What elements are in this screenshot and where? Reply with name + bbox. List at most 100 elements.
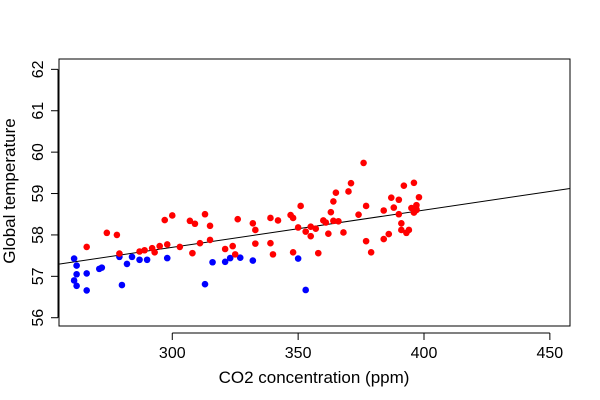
red-data-point [161,216,169,224]
red-data-point [340,229,347,236]
red-data-point [360,159,367,167]
blue-data-point [70,277,78,284]
y-tick-label: 59 [30,185,47,203]
plot-frame [58,58,571,327]
x-tick-label: 350 [285,345,312,362]
blue-data-point [236,254,244,261]
y-tick-label: 56 [30,309,47,327]
red-data-point [116,250,123,257]
red-data-point [221,245,229,253]
red-data-point [191,220,199,228]
red-data-point [267,214,274,222]
red-data-point [415,193,423,201]
blue-data-point [98,264,106,271]
blue-data-point [201,280,209,288]
red-data-point [405,226,413,234]
red-data-point [395,210,403,218]
red-data-point [362,237,370,245]
red-data-point [289,249,297,256]
y-axis: 56 57 58 59 60 61 62 [30,60,59,327]
red-data-point [151,249,158,256]
blue-data-point [118,281,126,289]
y-axis-title: Global temperature [0,118,19,264]
red-data-point [113,231,121,239]
red-data-point [201,210,209,218]
red-data-point [141,246,148,254]
red-data-point [400,182,408,189]
red-data-point [297,202,304,210]
blue-data-point [221,258,229,266]
red-data-point [345,188,352,195]
red-data-point [186,217,194,225]
red-data-point [252,226,259,234]
blue-data-point [70,255,78,262]
red-data-point [274,217,282,224]
red-data-point [395,196,403,204]
blue-data-point [136,256,143,264]
blue-data-point [163,254,171,262]
red-data-point [330,217,337,225]
red-data-point [206,222,214,230]
x-tick-label: 450 [537,345,564,362]
red-data-point [234,215,242,223]
red-data-point [413,201,420,209]
red-data-point [206,236,214,244]
red-data-point [332,189,340,197]
red-data-point [163,241,171,248]
red-data-point [267,239,274,247]
blue-data-point [302,286,309,294]
red-data-point [307,232,315,240]
x-axis: 300 350 400 450 [159,332,564,362]
blue-data-point [249,257,257,264]
blue-data-point [294,255,302,262]
blue-data-point [83,287,90,294]
y-tick-label: 62 [30,60,47,78]
red-data-point [398,220,405,227]
red-data-point [249,220,257,227]
red-data-point [385,230,393,238]
blue-data-point [226,254,234,262]
red-data-point [196,239,204,247]
x-axis-title-group: CO2 concentration (ppm) [219,368,410,387]
red-data-point [289,214,297,222]
red-data-point [413,206,420,214]
red-data-point [380,207,388,214]
red-data-point [269,251,277,258]
y-tick-label: 57 [30,267,47,285]
red-data-point [367,249,375,256]
blue-data-point [209,258,216,266]
blue-data-point [128,253,136,261]
blue-data-point [73,282,80,290]
red-data-point [387,194,395,201]
red-data-point [156,242,163,250]
y-axis-title-group: Global temperature [0,118,19,264]
red-data-point [325,230,332,237]
red-data-point [355,211,362,218]
red-data-point [410,179,418,187]
red-data-point [231,251,239,258]
blue-data-point [73,262,80,269]
blue-data-point [143,256,151,264]
blue-data-point [123,260,131,268]
red-data-point [312,225,320,233]
red-data-point [322,219,330,226]
red-data-point [294,224,302,231]
red-data-point [302,228,309,235]
blue-data-point [73,270,80,278]
data-points-layer [70,159,423,294]
red-data-point [362,202,370,210]
red-data-point [307,223,315,230]
red-data-point [136,248,143,255]
y-tick-label: 60 [30,143,47,161]
red-data-point [330,198,337,205]
x-tick-label: 300 [159,345,186,362]
blue-data-point [83,270,90,277]
red-data-point [252,240,259,247]
red-data-point [347,179,355,187]
red-data-point [390,204,398,211]
red-data-point [83,243,90,251]
red-data-point [229,242,236,250]
red-data-point [103,229,111,237]
red-data-point [314,249,322,257]
